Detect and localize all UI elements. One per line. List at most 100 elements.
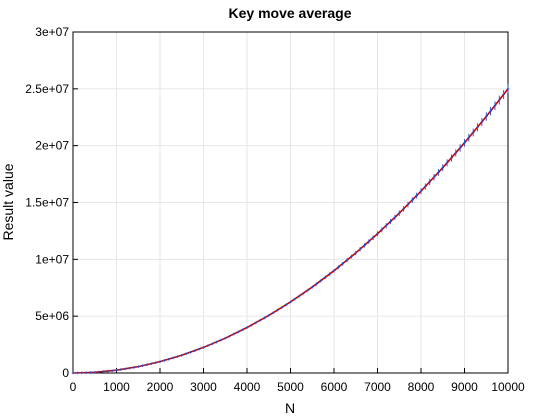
data-point <box>498 95 501 105</box>
data-point <box>467 133 471 142</box>
data-point <box>297 294 301 298</box>
data-point <box>384 223 388 229</box>
data-point <box>376 231 379 237</box>
x-axis-label: N <box>285 400 295 416</box>
y-tick-label: 0 <box>62 366 69 380</box>
x-tick-label: 4000 <box>234 380 261 394</box>
data-point <box>102 370 105 373</box>
data-point <box>84 371 88 375</box>
data-point <box>450 154 453 162</box>
y-tick-label: 5e+06 <box>35 309 69 323</box>
data-point <box>341 261 344 266</box>
data-point <box>71 371 75 375</box>
data-point <box>97 370 101 374</box>
data-point <box>197 347 201 351</box>
data-point <box>315 282 318 286</box>
data-point <box>258 319 262 322</box>
data-point <box>241 328 244 332</box>
data-point <box>389 219 392 225</box>
data-point <box>302 291 305 295</box>
data-point <box>154 361 157 365</box>
data-point <box>476 123 479 132</box>
data-point <box>284 303 288 307</box>
data-point <box>489 106 492 116</box>
data-point <box>380 227 384 233</box>
data-point <box>171 356 175 360</box>
data-point <box>293 297 297 301</box>
x-tick-label: 9000 <box>451 380 478 394</box>
data-point <box>223 336 227 340</box>
x-tick-label: 8000 <box>408 380 435 394</box>
data-point <box>163 359 166 362</box>
data-point <box>402 206 405 212</box>
data-point <box>502 89 505 99</box>
data-point <box>445 159 449 167</box>
y-tick-label: 2e+07 <box>35 139 69 153</box>
data-point <box>93 370 97 374</box>
x-tick-label: 5000 <box>277 380 304 394</box>
data-point <box>123 367 127 371</box>
data-point <box>363 243 366 248</box>
data-point <box>319 279 323 283</box>
data-point <box>167 357 170 361</box>
data-point <box>419 188 423 195</box>
chart-title: Key move average <box>229 5 352 21</box>
data-point <box>463 139 466 147</box>
data-point <box>110 369 114 372</box>
y-tick-label: 2.5e+07 <box>25 82 69 96</box>
data-point <box>397 210 401 216</box>
data-point <box>89 371 92 374</box>
data-point <box>150 362 153 366</box>
data-point <box>437 169 440 176</box>
data-point <box>232 332 236 336</box>
grid <box>72 31 509 374</box>
data-point <box>454 149 458 157</box>
data-point <box>210 342 214 346</box>
data-point <box>193 349 197 353</box>
data-point <box>115 368 118 372</box>
x-tick-label: 6000 <box>321 380 348 394</box>
data-point <box>145 363 149 367</box>
data-point <box>184 352 188 356</box>
y-tick-label: 1e+07 <box>35 252 69 266</box>
data-point <box>189 350 192 354</box>
data-point <box>132 366 136 369</box>
data-point <box>237 330 240 334</box>
y-axis-label: Result value <box>0 163 16 240</box>
data-point <box>332 268 336 273</box>
data-point <box>441 164 445 172</box>
data-point <box>80 371 83 375</box>
data-point <box>471 128 475 137</box>
x-tick-label: 0 <box>70 380 77 394</box>
data-point <box>506 84 510 94</box>
data-point <box>428 178 431 186</box>
data-point <box>136 365 140 368</box>
data-point <box>228 334 231 338</box>
x-tick-label: 3000 <box>190 380 217 394</box>
data-point <box>128 366 131 370</box>
data-point <box>180 353 184 357</box>
data-point <box>493 101 497 110</box>
data-point <box>337 265 340 270</box>
data-point <box>158 360 162 363</box>
data-point <box>202 346 205 349</box>
data-point <box>176 355 179 358</box>
data-point <box>206 344 210 347</box>
data-point <box>324 275 327 280</box>
data-point <box>289 300 292 304</box>
x-tick-label: 1000 <box>103 380 130 394</box>
series <box>71 84 510 375</box>
data-point <box>350 254 353 259</box>
data-point <box>267 314 271 317</box>
y-axis: 0 5e+06 1e+07 1.5e+07 2e+07 2.5e+07 3e+07 <box>25 25 78 380</box>
data-point <box>354 250 358 255</box>
data-point <box>106 369 110 373</box>
data-point <box>367 239 371 244</box>
data-point <box>458 144 462 152</box>
x-tick-label: 2000 <box>147 380 174 394</box>
data-point <box>358 247 362 252</box>
data-point <box>119 368 123 371</box>
data-point <box>328 272 331 276</box>
x-axis: 0 1000 2000 3000 4000 5000 6000 7000 8000 9000 100… <box>70 368 525 394</box>
